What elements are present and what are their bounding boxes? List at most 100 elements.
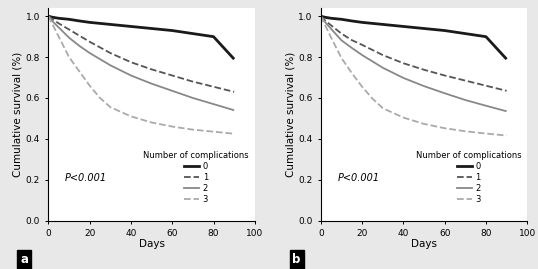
Line: 3: 3 [321,16,507,136]
0 [379,23,386,26]
2 [128,74,134,77]
3 [400,116,407,119]
2 [483,104,489,107]
1 [66,28,72,31]
2 [66,36,72,39]
3 [66,55,72,59]
X-axis label: Days: Days [139,239,165,249]
Line: 0: 0 [48,16,234,59]
2 [87,51,93,55]
3 [169,125,175,128]
0 [442,29,448,32]
0 [87,21,93,24]
2 [442,92,448,95]
3 [231,132,237,135]
2 [359,54,365,57]
1 [107,51,114,55]
0 [45,15,52,18]
1 [49,18,56,21]
3 [55,35,62,38]
0 [128,25,134,28]
1 [421,68,427,71]
1 [231,90,237,93]
3 [210,130,217,133]
X-axis label: Days: Days [411,239,437,249]
2 [379,66,386,69]
2 [338,39,345,42]
0 [317,15,324,18]
3 [379,107,386,110]
3 [328,36,335,39]
Line: 3: 3 [48,16,234,134]
3 [107,105,114,109]
3 [76,70,83,73]
2 [400,76,407,80]
1 [359,43,365,47]
2 [322,20,328,24]
3 [322,23,328,26]
Text: P<0.001: P<0.001 [337,173,379,183]
2 [190,96,196,100]
0 [231,58,237,61]
2 [231,109,237,112]
3 [338,56,345,60]
Legend: 0, 1, 2, 3: 0, 1, 2, 3 [141,149,251,206]
0 [349,19,355,23]
1 [504,89,510,93]
0 [421,27,427,30]
3 [45,15,52,18]
0 [55,17,62,20]
3 [128,115,134,118]
3 [317,15,324,18]
2 [148,82,155,85]
1 [87,40,93,43]
3 [359,85,365,88]
Text: b: b [293,253,301,266]
3 [49,23,56,26]
0 [107,23,114,26]
Line: 1: 1 [48,16,234,92]
0 [462,32,469,35]
Text: P<0.001: P<0.001 [65,173,107,183]
0 [328,17,335,20]
1 [379,54,386,57]
1 [317,15,324,18]
Line: 1: 1 [321,16,507,91]
3 [190,128,196,131]
Y-axis label: Cumulative survival (%): Cumulative survival (%) [285,52,295,177]
2 [462,98,469,102]
2 [317,15,324,18]
0 [210,35,217,38]
2 [349,46,355,49]
1 [148,68,155,71]
2 [76,44,83,48]
1 [45,15,52,18]
3 [148,121,155,124]
0 [190,32,196,35]
0 [400,25,407,28]
0 [76,19,83,23]
2 [328,27,335,30]
3 [462,130,469,133]
Y-axis label: Cumulative survival (%): Cumulative survival (%) [13,52,23,177]
2 [107,64,114,67]
3 [97,96,103,100]
0 [322,16,328,19]
1 [190,80,196,83]
0 [169,29,175,32]
2 [49,20,56,23]
1 [338,32,345,35]
Line: 0: 0 [321,16,507,59]
1 [128,61,134,64]
Line: 2: 2 [321,16,507,111]
1 [349,38,355,42]
0 [66,18,72,21]
3 [349,72,355,75]
1 [483,84,489,87]
3 [483,132,489,135]
Legend: 0, 1, 2, 3: 0, 1, 2, 3 [414,149,523,206]
3 [504,134,510,137]
2 [421,84,427,88]
1 [169,74,175,77]
0 [483,35,489,38]
